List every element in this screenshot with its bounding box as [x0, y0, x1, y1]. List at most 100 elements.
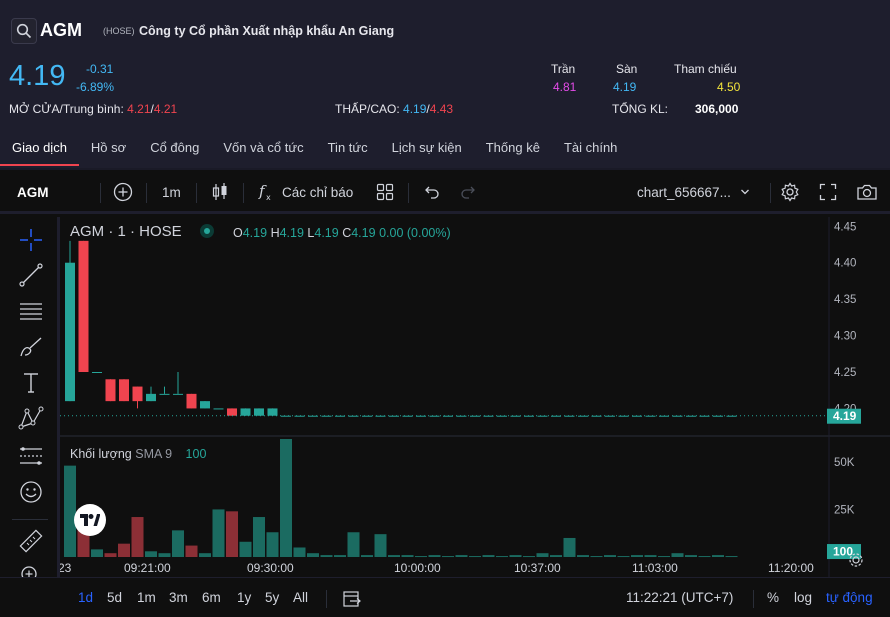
candle [470, 415, 480, 417]
snapshot-button[interactable] [856, 170, 878, 214]
candle [672, 415, 683, 417]
chart-type-button[interactable] [211, 170, 229, 214]
volume-bar [347, 532, 360, 557]
candle [119, 379, 129, 402]
layout-name-button[interactable]: chart_656667... [637, 170, 750, 214]
last-price-tag-label: 4.19 [833, 409, 857, 423]
horizontal-lines-icon [20, 303, 42, 320]
compare-add-button[interactable] [113, 170, 133, 214]
tab-events[interactable]: Lịch sự kiện [391, 140, 462, 155]
interval-button[interactable]: 1m [162, 184, 181, 200]
current-price: 4.19 [9, 60, 66, 92]
range-3m[interactable]: 3m [169, 590, 188, 605]
candle [524, 415, 534, 417]
crosshair-tool[interactable] [17, 226, 45, 254]
candle [389, 415, 399, 417]
range-1m[interactable]: 1m [137, 590, 156, 605]
high-value: 4.19 [279, 226, 304, 240]
time-tick-label: 11:20:00 [768, 561, 814, 575]
candle [632, 415, 642, 417]
high-label: H [270, 226, 280, 240]
prediction-tool[interactable] [17, 442, 45, 470]
icon-tool[interactable] [17, 478, 45, 506]
volume-bar [469, 556, 481, 558]
range-6m[interactable]: 6m [202, 590, 221, 605]
candle [699, 415, 710, 417]
text-tool[interactable] [17, 369, 45, 397]
plus-circle-icon [113, 182, 133, 202]
candle [645, 415, 656, 417]
market-status-icon[interactable] [199, 224, 214, 238]
log-scale-toggle[interactable]: log [794, 590, 813, 605]
series-title: AGM · 1 · HOSE [70, 223, 182, 240]
ruler-icon [19, 529, 43, 553]
ohlc-values: O4.19 H4.19 L4.19 C4.19 0.00 (0.00%) [233, 226, 451, 240]
price-tick-label: 4.35 [834, 294, 856, 306]
ceiling-value: 4.81 [553, 80, 577, 94]
range-1d[interactable]: 1d [78, 590, 94, 605]
bottom-separator [326, 590, 327, 608]
smiley-icon [20, 481, 42, 503]
price-tick-label: 4.40 [834, 258, 856, 270]
volume-bar [712, 555, 724, 557]
symbol-search-button[interactable]: AGM [17, 184, 49, 200]
timezone-clock[interactable]: 11:22:21 (UTC+7) [626, 590, 734, 605]
candle [146, 393, 156, 402]
range-1y[interactable]: 1y [237, 590, 252, 605]
last-volume-tag [827, 544, 861, 560]
tab-capital-dividends[interactable]: Vốn và cổ tức [223, 140, 304, 155]
candle [227, 408, 237, 416]
auto-scale-toggle[interactable]: tự động [826, 590, 873, 605]
tab-statistics[interactable]: Thống kê [485, 140, 540, 155]
pattern-icon [18, 406, 44, 430]
bottom-separator [753, 590, 754, 608]
tab-financials[interactable]: Tài chính [563, 140, 618, 155]
price-tick-label: 4.25 [834, 367, 856, 379]
volume-bar [428, 555, 441, 557]
tradingview-logo[interactable] [74, 504, 106, 536]
toolbar-separator [408, 183, 409, 203]
time-tick-label: 10:37:00 [514, 561, 561, 575]
price-volume-chart[interactable]: 4.454.404.354.304.254.204.1950K25K100230… [60, 217, 890, 577]
pattern-tool[interactable] [17, 405, 45, 433]
candle [537, 415, 548, 417]
volume-bar [185, 545, 198, 557]
volume-bar [118, 543, 130, 557]
trend-line-tool[interactable] [17, 261, 45, 289]
volume-bar [509, 555, 522, 557]
tab-shareholders[interactable]: Cổ đông [150, 140, 200, 155]
candle [105, 379, 116, 402]
volume-legend[interactable]: Khối lượng SMA 9 100 [70, 447, 206, 461]
time-tick-label: 10:00:00 [394, 561, 441, 575]
tab-trading[interactable]: Giao dịch [0, 130, 79, 166]
candle [132, 386, 143, 402]
range-5y[interactable]: 5y [265, 590, 280, 605]
series-legend[interactable]: AGM · 1 · HOSE [70, 223, 214, 240]
layouts-button[interactable] [376, 170, 394, 214]
text-icon [24, 373, 38, 393]
undo-button[interactable] [422, 170, 440, 214]
chart-plot-area[interactable]: 4.454.404.354.304.254.204.1950K25K100230… [60, 217, 890, 577]
tab-news[interactable]: Tin tức [327, 140, 368, 155]
fullscreen-button[interactable] [819, 170, 837, 214]
candle [713, 415, 723, 417]
volume-bar [415, 556, 427, 558]
percent-scale-toggle[interactable]: % [767, 590, 780, 605]
candle [254, 408, 264, 416]
toolbar-separator [243, 183, 244, 203]
redo-button[interactable] [460, 170, 478, 214]
trend-line-icon [19, 263, 43, 287]
measure-tool[interactable] [17, 527, 45, 555]
fib-retracement-tool[interactable] [17, 297, 45, 325]
range-all[interactable]: All [293, 590, 309, 605]
go-to-date-button[interactable] [342, 590, 362, 613]
search-button[interactable] [11, 18, 37, 44]
range-5d[interactable]: 5d [107, 590, 123, 605]
brush-tool[interactable] [17, 333, 45, 361]
tab-profile[interactable]: Hồ sơ [90, 140, 127, 155]
volume-bar [307, 553, 319, 557]
toolbar-separator [196, 183, 197, 203]
settings-button[interactable] [780, 170, 800, 214]
axis-settings-icon[interactable] [849, 553, 863, 567]
